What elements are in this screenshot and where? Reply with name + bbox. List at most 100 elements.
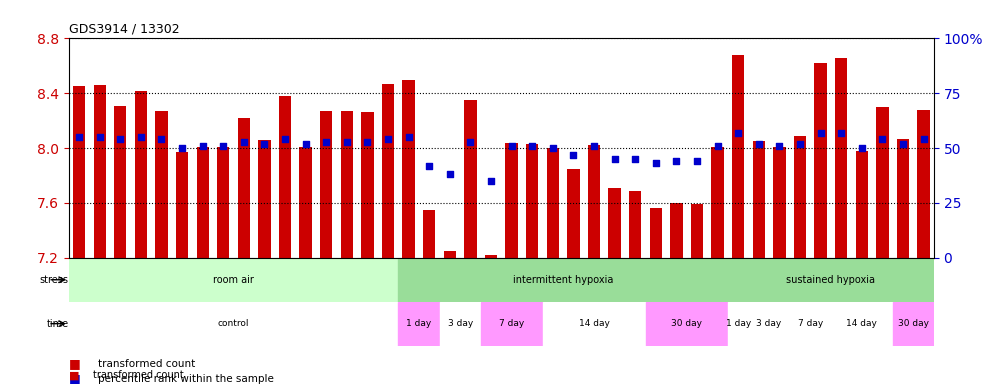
Text: ■: ■ [69,372,81,384]
Bar [543,302,646,346]
Bar [567,169,580,258]
Bar [114,106,127,258]
Bar [629,190,641,258]
Bar [831,302,893,346]
Text: 7 day: 7 day [797,319,823,328]
Bar [279,96,291,258]
Bar [547,148,559,258]
Bar [259,140,270,258]
Point [215,143,231,149]
Point [463,139,479,145]
Bar [727,302,748,346]
Point [710,143,725,149]
Point [916,136,932,142]
Bar [917,110,930,258]
Point [607,156,622,162]
Bar [73,86,86,258]
Text: percentile rank within the sample: percentile rank within the sample [98,374,274,384]
Point [751,141,767,147]
Bar [69,302,398,346]
Point [854,145,870,151]
Bar [896,139,909,258]
Bar [893,302,934,346]
Point [484,178,499,184]
Text: time: time [46,319,69,329]
Point [277,136,293,142]
Bar [691,204,703,258]
Point [565,152,581,158]
Text: 30 day: 30 day [671,319,702,328]
Bar [423,210,435,258]
Point [318,139,334,145]
Text: ■: ■ [69,370,80,380]
Point [668,158,684,164]
Point [112,136,128,142]
Point [174,145,190,151]
Point [91,134,107,140]
Bar [176,152,189,258]
Bar [443,251,456,258]
Text: control: control [218,319,250,328]
Bar [398,302,439,346]
Bar [341,111,353,258]
Point [195,143,210,149]
Bar [197,147,208,258]
Text: 3 day: 3 day [447,319,473,328]
Text: stress: stress [39,275,69,285]
Text: intermittent hypoxia: intermittent hypoxia [513,275,613,285]
Text: 3 day: 3 day [757,319,781,328]
Point [298,141,314,147]
Bar [646,302,727,346]
Point [380,136,396,142]
Bar [774,147,785,258]
Bar [727,258,934,302]
Bar [69,258,398,302]
Bar [155,111,168,258]
Bar [794,136,806,258]
Text: 14 day: 14 day [846,319,877,328]
Point [422,162,437,169]
Point [586,143,602,149]
Point [503,143,519,149]
Text: 7 day: 7 day [499,319,524,328]
Point [772,143,787,149]
Point [236,139,252,145]
Bar [855,151,868,258]
Text: transformed count: transformed count [93,370,184,380]
Bar [381,84,394,258]
Bar [748,302,789,346]
Bar [732,55,744,258]
Bar [402,79,415,258]
Point [689,158,705,164]
Bar [814,63,827,258]
Point [813,130,829,136]
Bar [238,118,250,258]
Point [792,141,808,147]
Point [339,139,355,145]
Bar [753,141,765,258]
Bar [789,302,831,346]
Bar [398,258,727,302]
Point [360,139,376,145]
Text: room air: room air [213,275,254,285]
Text: 1 day: 1 day [725,319,751,328]
Text: 1 day: 1 day [406,319,432,328]
Point [896,141,911,147]
Point [153,136,169,142]
Point [627,156,643,162]
Point [875,136,891,142]
Text: ■: ■ [69,358,81,370]
Bar [505,142,518,258]
Point [133,134,148,140]
Bar [650,209,662,258]
Point [257,141,272,147]
Bar [526,144,539,258]
Bar [362,113,374,258]
Bar [320,111,332,258]
Bar [217,147,229,258]
Point [545,145,560,151]
Point [524,143,540,149]
Bar [485,255,497,258]
Bar [876,107,889,258]
Bar [670,203,682,258]
